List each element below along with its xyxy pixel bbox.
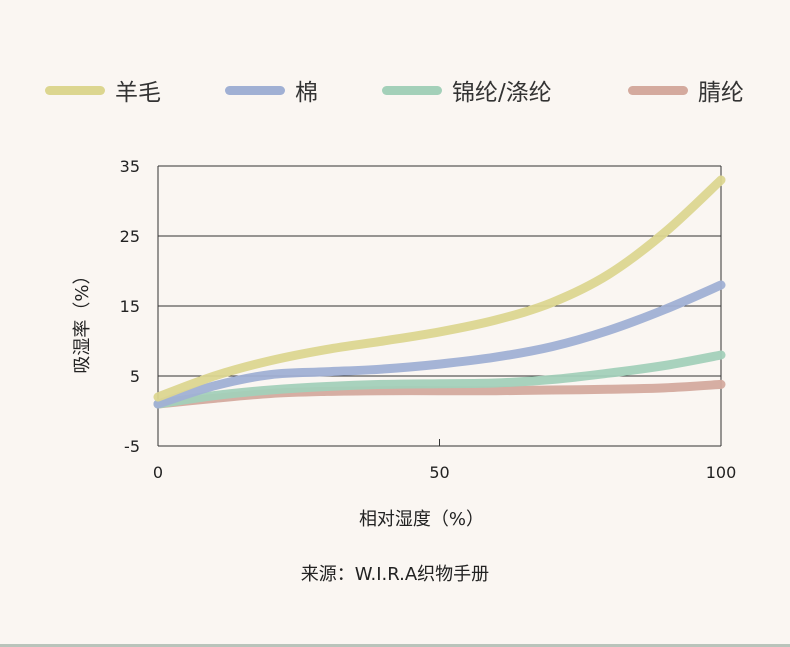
bottom-strip	[0, 644, 790, 647]
legend-swatch-3	[628, 85, 688, 95]
x-tick-label-2: 100	[706, 463, 737, 482]
y-tick-label-1: 5	[130, 367, 140, 386]
legend-swatch-2	[382, 85, 442, 95]
x-axis-title: 相对湿度（%）	[359, 509, 484, 530]
legend-label-1: 棉	[295, 80, 318, 106]
legend-swatch-1	[225, 85, 285, 95]
series-line-1	[153, 280, 726, 409]
legend-item-2: 锦纶/涤纶	[382, 70, 552, 110]
legend-label-2: 锦纶/涤纶	[452, 80, 552, 106]
y-tick-label-3: 25	[120, 227, 140, 246]
legend-label-3: 腈纶	[698, 80, 744, 106]
y-tick-label-4: 35	[120, 157, 140, 176]
y-tick-label-0: -5	[124, 437, 140, 456]
legend-swatch-0	[45, 85, 105, 95]
x-tick-label-1: 50	[429, 463, 449, 482]
legend: 羊毛 棉 锦纶/涤纶 腈纶	[0, 70, 790, 110]
x-tick-label-0: 0	[153, 463, 163, 482]
y-tick-label-2: 15	[120, 297, 140, 316]
y-axis-title: 吸湿率（%）	[72, 266, 93, 373]
source-note: 来源：W.I.R.A织物手册	[300, 564, 490, 585]
series-line-0	[153, 175, 726, 402]
legend-item-1: 棉	[225, 70, 318, 110]
series-line-2	[153, 350, 726, 409]
legend-item-0: 羊毛	[45, 70, 161, 110]
legend-item-3: 腈纶	[628, 70, 744, 110]
legend-label-0: 羊毛	[115, 80, 161, 106]
